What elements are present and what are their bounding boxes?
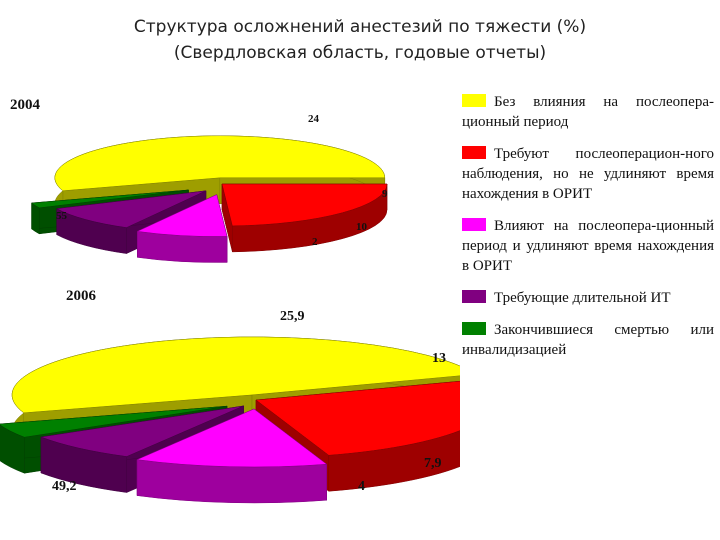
legend-item: Требуют послеоперацион-ного наблюдения, … — [462, 144, 714, 204]
legend-label: Влияют на послеопера-ционный период и уд… — [462, 218, 714, 274]
chart-title-line1: Структура осложнений анестезий по тяжест… — [133, 17, 587, 37]
pie-data-label: 55 — [56, 210, 68, 222]
pie-data-label: 4 — [358, 479, 365, 494]
pie-data-label: 9 — [382, 188, 388, 200]
pie-data-label: 24 — [308, 113, 320, 125]
legend-swatch — [462, 146, 486, 159]
pie-slice — [255, 380, 460, 492]
legend-swatch — [462, 322, 486, 335]
pie-chart-2004: 55 24 9 10 2 — [30, 113, 388, 263]
pie-chart-2006: 49,2 25,9 13 7,9 4 — [0, 309, 460, 504]
pie-slice — [136, 408, 328, 504]
legend-swatch — [462, 290, 486, 303]
legend-swatch — [462, 218, 486, 231]
legend-label: Требуют послеоперацион-ного наблюдения, … — [462, 146, 714, 202]
legend-label: Без влияния на послеопера-ционный период — [462, 94, 714, 130]
legend-item: Требующие длительной ИТ — [462, 288, 714, 308]
pie-2006-year-label: 2006 — [66, 288, 96, 304]
legend-swatch — [462, 94, 486, 107]
pie-slice — [136, 194, 228, 263]
legend-item: Закончившиеся смертью или инвалидизацией — [462, 320, 714, 360]
pie-data-label: 10 — [356, 221, 368, 233]
pie-data-label: 7,9 — [424, 456, 442, 471]
pie-data-label: 13 — [432, 351, 446, 366]
legend-item: Влияют на послеопера-ционный период и уд… — [462, 216, 714, 276]
legend: Без влияния на послеопера-ционный период… — [462, 92, 714, 372]
chart-title: Структура осложнений анестезий по тяжест… — [0, 14, 720, 66]
pie-slice — [221, 183, 388, 253]
pie-data-label: 49,2 — [52, 479, 77, 494]
chart-title-line2: (Свердловская область, годовые отчеты) — [173, 43, 547, 63]
pie-charts-area: 55 24 9 10 2 49,2 25,9 13 7,9 4 — [0, 113, 460, 504]
pie-2004-year-label: 2004 — [10, 97, 40, 113]
legend-item: Без влияния на послеопера-ционный период — [462, 92, 714, 132]
legend-label: Закончившиеся смертью или инвалидизацией — [462, 322, 714, 358]
pie-data-label: 25,9 — [280, 309, 305, 324]
pie-data-label: 2 — [312, 236, 318, 248]
legend-label: Требующие длительной ИТ — [494, 290, 671, 306]
